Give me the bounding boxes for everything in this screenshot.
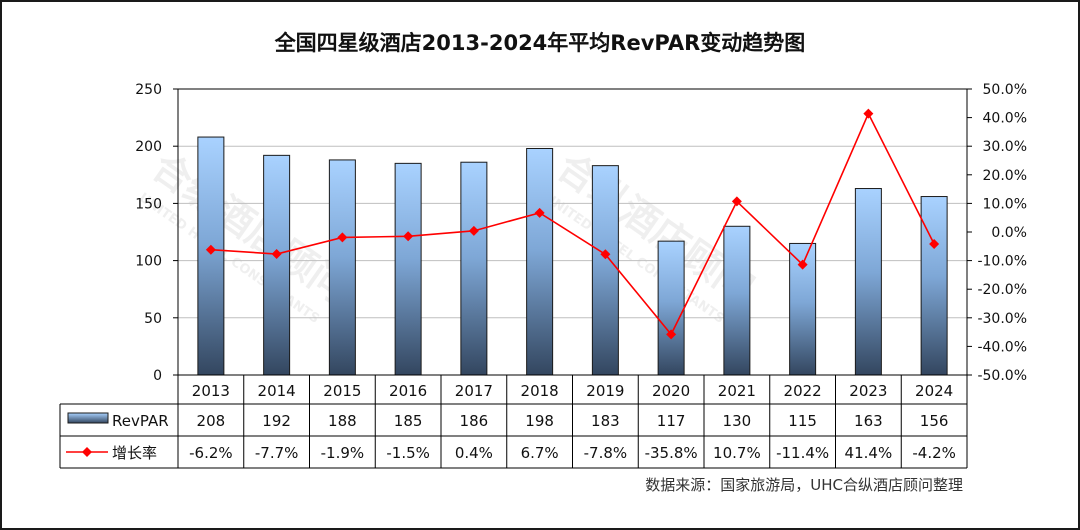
- right-tick-label: -50.0%: [977, 368, 1027, 384]
- growth-marker-2016: [403, 231, 414, 242]
- growth-value-2023: 41.4%: [845, 444, 893, 462]
- bar-2013: [197, 136, 225, 376]
- legend-label-revpar: RevPAR: [112, 412, 169, 430]
- growth-value-2020: -35.8%: [645, 444, 698, 462]
- growth-value-2014: -7.7%: [255, 444, 299, 462]
- bar-2017: [460, 161, 488, 376]
- growth-value-2021: 10.7%: [713, 444, 761, 462]
- growth-value-2024: -4.2%: [912, 444, 956, 462]
- revpar-value-2015: 188: [328, 412, 357, 430]
- right-tick-label: -20.0%: [977, 282, 1027, 298]
- growth-line-series: [205, 108, 940, 340]
- data-table: 2013 208 -6.2% 2014 192 -7.7% 2015 188 -1.9% 2016…: [59, 375, 968, 469]
- right-tick-label: 20.0%: [983, 168, 1027, 184]
- legend-key-growth-marker: [82, 447, 92, 457]
- x-tick-label-2023: 2023: [849, 382, 887, 400]
- growth-line: [210, 111, 935, 336]
- growth-marker-2022: [797, 259, 808, 270]
- x-tick-label-2024: 2024: [915, 382, 953, 400]
- growth-value-2022: -11.4%: [776, 444, 829, 462]
- revpar-value-2020: 117: [657, 412, 686, 430]
- bar-2021: [723, 225, 751, 376]
- bar-2014: [263, 154, 291, 376]
- revpar-value-2022: 115: [788, 412, 817, 430]
- growth-marker-2013: [205, 244, 216, 255]
- left-tick-label: 50: [144, 311, 162, 327]
- growth-marker-2017: [468, 225, 479, 236]
- growth-marker-2024: [929, 239, 940, 250]
- revpar-value-2016: 185: [394, 412, 423, 430]
- growth-marker-2023: [863, 108, 874, 119]
- left-tick-label: 0: [153, 368, 162, 384]
- right-tick-label: -30.0%: [977, 311, 1027, 327]
- bar-2019: [591, 165, 619, 376]
- revpar-value-2018: 198: [525, 412, 554, 430]
- x-tick-label-2022: 2022: [784, 382, 822, 400]
- left-tick-label: 150: [135, 196, 162, 212]
- legend-label-growth: 增长率: [112, 444, 157, 462]
- growth-marker-2018: [534, 207, 545, 218]
- chart-title: 全国四星级酒店2013-2024年平均RevPAR变动趋势图: [274, 31, 806, 55]
- right-tick-label: 10.0%: [983, 196, 1027, 212]
- right-tick-label: 40.0%: [983, 111, 1027, 127]
- x-tick-label-2020: 2020: [652, 382, 690, 400]
- left-tick-label: 100: [135, 254, 162, 270]
- bar-2015: [328, 159, 356, 376]
- legend-key-revpar: [67, 412, 109, 424]
- growth-marker-2019: [600, 249, 611, 260]
- x-tick-label-2013: 2013: [192, 382, 230, 400]
- revpar-value-2014: 192: [262, 412, 291, 430]
- bar-2023: [854, 188, 882, 376]
- right-tick-label: -10.0%: [977, 254, 1027, 270]
- right-tick-label: -40.0%: [977, 339, 1027, 355]
- growth-value-2018: 6.7%: [521, 444, 559, 462]
- revpar-value-2019: 183: [591, 412, 620, 430]
- x-tick-label-2019: 2019: [586, 382, 624, 400]
- x-tick-label-2021: 2021: [718, 382, 756, 400]
- bar-2018: [526, 147, 554, 376]
- right-tick-label: 30.0%: [983, 139, 1027, 155]
- revpar-value-2017: 186: [460, 412, 489, 430]
- source-note: 数据来源：国家旅游局，UHC合纵酒店顾问整理: [645, 476, 963, 494]
- x-tick-label-2014: 2014: [258, 382, 296, 400]
- growth-value-2019: -7.8%: [584, 444, 628, 462]
- growth-marker-2014: [271, 249, 282, 260]
- revpar-value-2023: 163: [854, 412, 883, 430]
- bar-2020: [657, 240, 685, 376]
- growth-value-2015: -1.9%: [321, 444, 365, 462]
- right-tick-label: 50.0%: [983, 82, 1027, 98]
- bar-2024: [920, 196, 948, 376]
- left-tick-label: 250: [135, 82, 162, 98]
- growth-value-2016: -1.5%: [386, 444, 430, 462]
- x-tick-label-2016: 2016: [389, 382, 427, 400]
- right-tick-label: 0.0%: [991, 225, 1027, 241]
- x-tick-label-2015: 2015: [323, 382, 361, 400]
- bar-2016: [394, 162, 422, 376]
- revpar-value-2021: 130: [723, 412, 752, 430]
- growth-value-2013: -6.2%: [189, 444, 233, 462]
- left-tick-label: 200: [135, 139, 162, 155]
- growth-marker-2021: [731, 196, 742, 207]
- growth-value-2017: 0.4%: [455, 444, 493, 462]
- growth-marker-2020: [666, 329, 677, 340]
- x-tick-label-2018: 2018: [521, 382, 559, 400]
- revpar-value-2013: 208: [197, 412, 226, 430]
- x-tick-label-2017: 2017: [455, 382, 493, 400]
- growth-marker-2015: [337, 232, 348, 243]
- revpar-value-2024: 156: [920, 412, 949, 430]
